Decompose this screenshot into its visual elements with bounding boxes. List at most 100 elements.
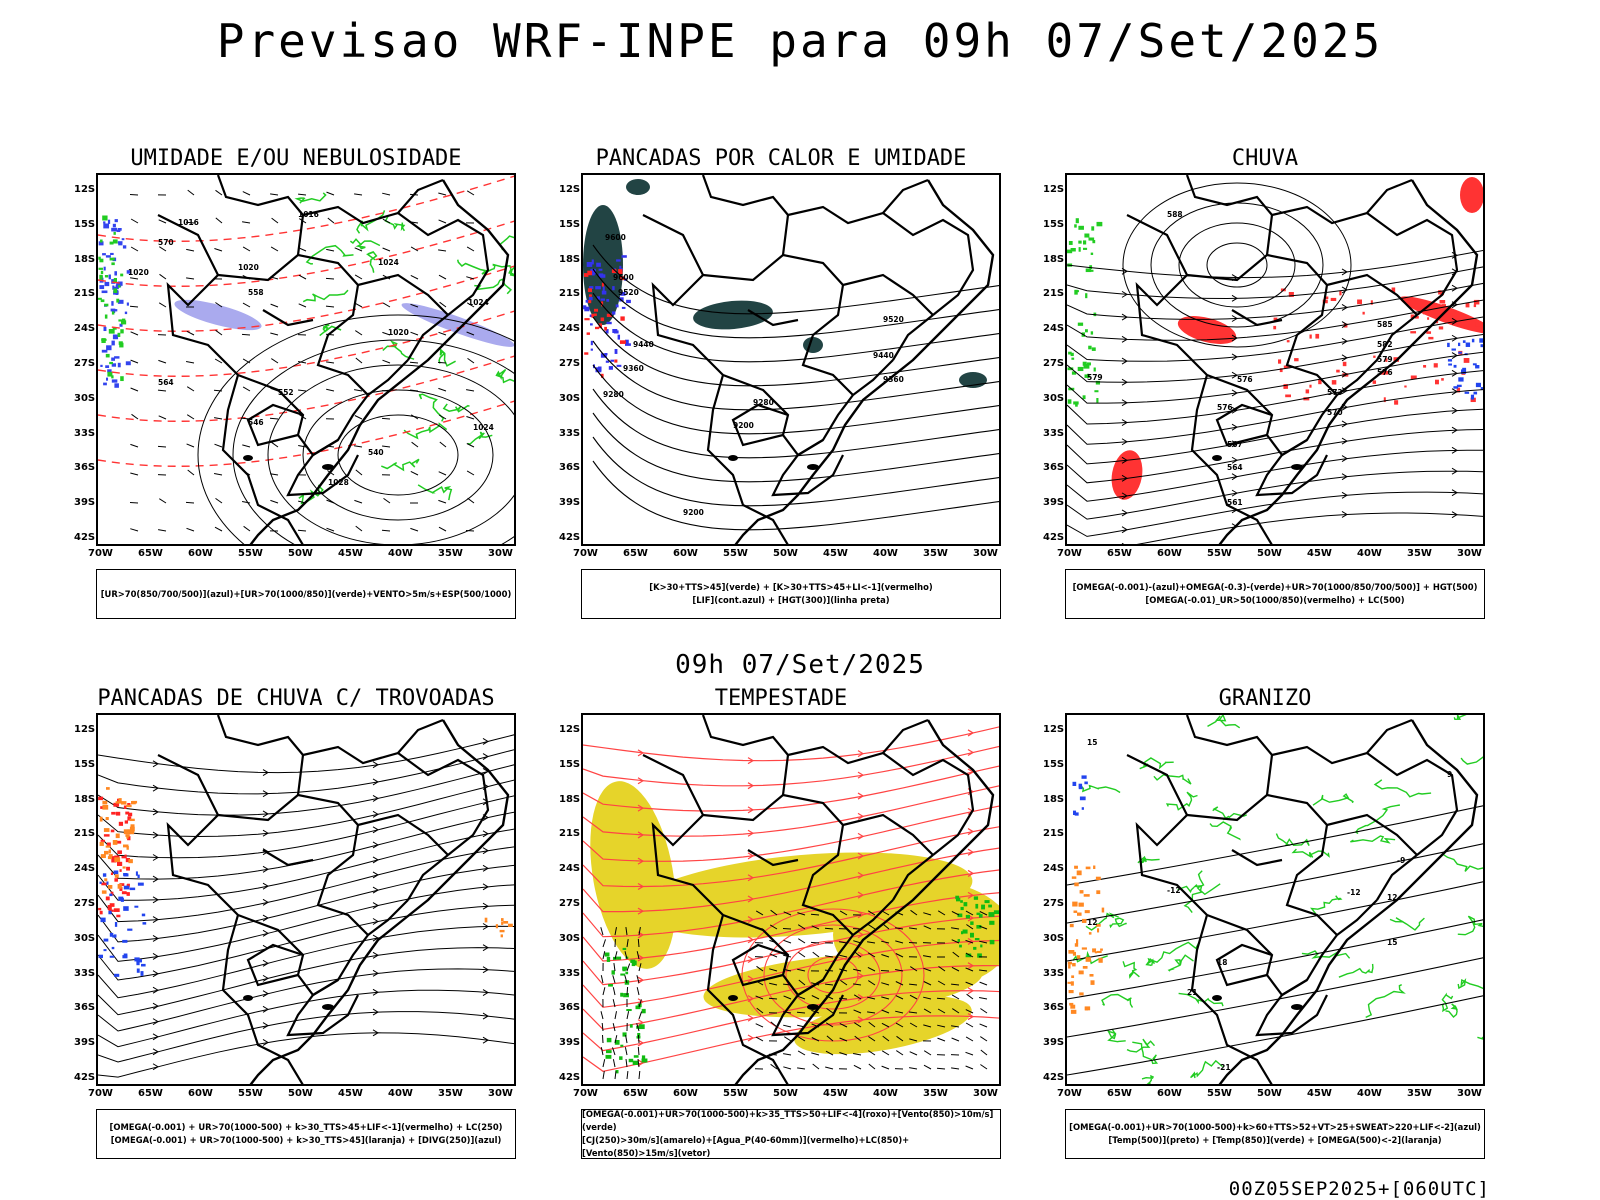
wind-vector — [157, 445, 167, 448]
streamline-arrow — [1341, 370, 1348, 378]
thunder-orange-cell — [115, 801, 122, 804]
streamline-arrow — [1231, 294, 1238, 302]
omega-orange-cell — [1070, 1009, 1077, 1014]
panel-title: UMIDADE E/OU NEBULOSIDADE — [130, 146, 462, 171]
thunder-orange-cell — [106, 787, 110, 790]
country-borders — [1126, 715, 1459, 1084]
wind-vector — [965, 910, 974, 916]
humidity-low-speck-cell — [107, 371, 113, 377]
streamline-arrow — [372, 761, 379, 769]
lif-area-cell — [617, 334, 621, 340]
humidity-low-line — [382, 340, 415, 360]
streamline-arrow — [1341, 354, 1348, 362]
border-line — [642, 754, 724, 916]
streamline — [98, 884, 514, 962]
omega-orange-cell — [1079, 992, 1084, 996]
omega-orange-cell — [1084, 1006, 1091, 1011]
wind-vector — [979, 969, 988, 972]
lat-tick-label: 15S — [1043, 218, 1065, 230]
streamline-arrow — [372, 1008, 379, 1016]
contour-label: 9360 — [623, 364, 644, 373]
rain-speck-cell — [1394, 400, 1399, 405]
humidity-high-cell — [101, 290, 108, 294]
thunder-orange-cell — [103, 828, 110, 832]
humidity-high-cell — [103, 223, 110, 229]
humidity-low-speck-cell — [99, 258, 104, 263]
streamline-arrow — [637, 804, 645, 812]
thunder-orange-cell — [102, 800, 108, 805]
omega-orange-cell — [1077, 912, 1082, 916]
rain-speck-cell — [1404, 385, 1407, 388]
thunder-red-cell — [117, 850, 122, 855]
rain-speck-cell — [1330, 297, 1337, 302]
streamline-arrow — [262, 1039, 269, 1046]
wind-vector — [895, 981, 904, 986]
humidity-high-cell — [117, 362, 121, 368]
isobar-line — [232, 339, 514, 544]
streamline-arrow — [262, 790, 269, 798]
omega-orange-cell — [1076, 939, 1079, 944]
border-line — [1231, 309, 1283, 327]
omega-blue-area-cell — [1458, 377, 1464, 382]
humidity-low-line — [349, 238, 381, 250]
divg-blue-cell — [113, 870, 119, 875]
wind-vector — [783, 1066, 792, 1070]
wind-vector — [159, 273, 167, 280]
omega-green-area-cell — [1074, 224, 1077, 228]
humidity-low-line — [499, 235, 514, 251]
panel-umidade: UMIDADE E/OU NEBULOSIDADE 1016 1016 1020 102… — [56, 146, 536, 619]
li-red-area-cell — [601, 282, 604, 287]
streamline-arrow — [967, 891, 975, 899]
wind-vector — [755, 995, 764, 1000]
lon-tick-label: 50W — [773, 1088, 798, 1099]
divg-blue-cell — [135, 871, 138, 876]
wind-vector — [214, 443, 223, 448]
thunder-red-cell — [127, 816, 132, 821]
lif-area-cell — [621, 255, 627, 258]
li-red-area-cell — [600, 317, 605, 322]
wind-850-green-east-cell — [977, 953, 982, 958]
coastline — [1218, 719, 1479, 1084]
streamline-arrow — [482, 1036, 489, 1044]
streamline-arrow — [1231, 489, 1238, 497]
wind-vector — [769, 924, 778, 930]
thunder-red-cell — [119, 883, 125, 886]
wind-850-green-cell — [639, 1024, 645, 1030]
streamline-arrow — [967, 729, 975, 737]
wind-vector — [867, 966, 876, 972]
wind-vector — [909, 1051, 918, 1056]
wind-vector — [614, 951, 618, 960]
lon-tick-label: 30W — [973, 1088, 998, 1099]
streamline-arrow — [372, 969, 379, 977]
wind-vector — [796, 1011, 806, 1014]
humidity-high-cell — [105, 365, 110, 369]
lat-tick-label: 30S — [1043, 932, 1065, 944]
rain-speck-cell — [1435, 379, 1439, 385]
contour-label: -9 — [1397, 856, 1405, 865]
wind-vector — [466, 331, 475, 336]
coastline — [249, 179, 510, 544]
wind-vector — [825, 1022, 834, 1028]
humidity-high-cell — [117, 228, 122, 231]
streamline-arrow — [1121, 335, 1128, 343]
omega-green-area-cell — [1070, 352, 1074, 357]
omega-orange-cell — [1078, 970, 1084, 975]
wind-vector — [626, 1071, 629, 1080]
wind-vector — [825, 1066, 834, 1070]
streamline — [1067, 282, 1483, 320]
wind-vector — [382, 302, 391, 308]
wind-850-green-cell — [633, 1055, 639, 1058]
streamline-arrow — [1451, 407, 1458, 415]
wind-vector — [438, 331, 447, 336]
lon-tick-label: 65W — [623, 1088, 648, 1099]
divg-blue-cell — [112, 935, 116, 938]
omega-orange-cell — [1095, 924, 1101, 927]
wind-vector — [825, 955, 834, 958]
border-line — [1376, 314, 1418, 361]
wind-vector — [215, 302, 223, 308]
thunder-red-cell — [124, 854, 127, 859]
lif-area-cell — [590, 348, 593, 351]
lat-tick-label: 21S — [1043, 288, 1065, 300]
thunder-red-cell — [124, 820, 129, 824]
lif-area-cell — [596, 262, 601, 267]
